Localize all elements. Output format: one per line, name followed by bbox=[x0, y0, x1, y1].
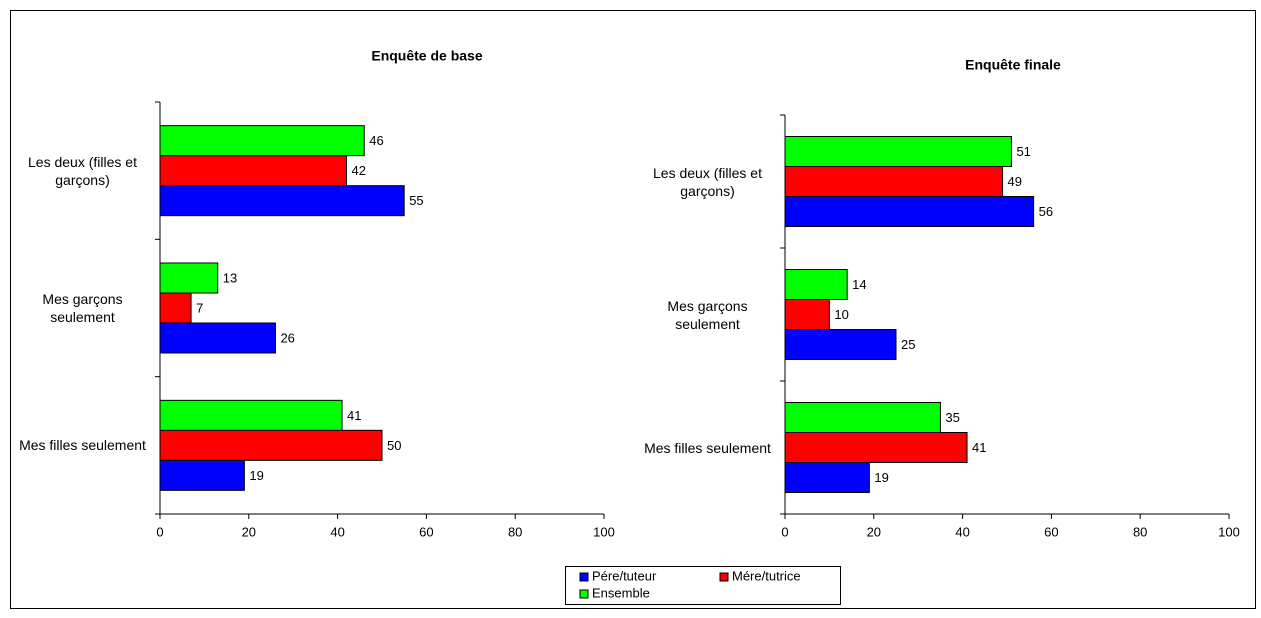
category-label-box: Mes filles seulement bbox=[644, 439, 771, 456]
legend-swatch bbox=[579, 589, 589, 599]
x-tick-label: 100 bbox=[1218, 524, 1240, 539]
x-tick-label: 80 bbox=[1133, 524, 1147, 539]
data-label: 42 bbox=[351, 163, 365, 178]
x-tick-label: 0 bbox=[156, 524, 163, 539]
y-tick-label: Les deux (filles et garçons) bbox=[653, 164, 762, 199]
y-tick-label: Mes garçons seulement bbox=[667, 297, 748, 332]
data-label: 14 bbox=[852, 277, 866, 292]
x-tick-label: 80 bbox=[508, 524, 522, 539]
chart-title: Enquête de base bbox=[371, 48, 482, 64]
data-label: 25 bbox=[901, 337, 915, 352]
bar bbox=[159, 155, 347, 187]
bar bbox=[159, 262, 219, 294]
bar bbox=[159, 185, 405, 217]
data-label: 19 bbox=[249, 468, 263, 483]
data-label: 41 bbox=[347, 408, 361, 423]
data-label: 50 bbox=[387, 438, 401, 453]
category-label-box: Les deux (filles et garçons) bbox=[28, 153, 137, 188]
bar bbox=[159, 399, 343, 431]
data-label: 55 bbox=[409, 193, 423, 208]
x-tick-label: 40 bbox=[330, 524, 344, 539]
legend-label: Ensemble bbox=[592, 585, 650, 600]
x-tick-label: 20 bbox=[867, 524, 881, 539]
legend-label: Pére/tuteur bbox=[592, 568, 657, 583]
bar bbox=[784, 299, 830, 330]
data-label: 26 bbox=[280, 330, 294, 345]
x-tick-label: 0 bbox=[781, 524, 788, 539]
data-label: 56 bbox=[1039, 204, 1053, 219]
x-tick-label: 20 bbox=[242, 524, 256, 539]
bar bbox=[784, 269, 848, 300]
data-label: 41 bbox=[972, 440, 986, 455]
y-tick-label: Mes garçons seulement bbox=[42, 290, 123, 325]
data-label: 19 bbox=[874, 470, 888, 485]
bar bbox=[159, 459, 245, 491]
x-tick-label: 100 bbox=[593, 524, 615, 539]
legend-box bbox=[565, 566, 841, 605]
y-tick-label: Mes filles seulement bbox=[644, 439, 771, 456]
frame bbox=[10, 10, 1256, 609]
legend-swatch bbox=[719, 572, 729, 582]
data-label: 7 bbox=[196, 300, 203, 315]
category-label-box: Mes filles seulement bbox=[19, 437, 146, 454]
bar bbox=[784, 196, 1035, 227]
bar bbox=[784, 402, 941, 433]
data-label: 51 bbox=[1016, 144, 1030, 159]
legend-label: Mére/tutrice bbox=[732, 568, 801, 583]
x-tick-label: 60 bbox=[419, 524, 433, 539]
x-tick-label: 60 bbox=[1044, 524, 1058, 539]
data-label: 13 bbox=[223, 270, 237, 285]
bar bbox=[159, 292, 192, 324]
y-tick-label: Mes filles seulement bbox=[19, 437, 146, 454]
x-tick-label: 40 bbox=[955, 524, 969, 539]
bar bbox=[784, 136, 1012, 167]
bar bbox=[159, 322, 276, 354]
category-label-box: Les deux (filles et garçons) bbox=[653, 164, 762, 199]
bar bbox=[784, 462, 870, 493]
category-label-box: Mes garçons seulement bbox=[42, 290, 123, 325]
bar bbox=[784, 432, 968, 463]
y-tick-label: Les deux (filles et garçons) bbox=[28, 153, 137, 188]
data-label: 49 bbox=[1008, 174, 1022, 189]
bar bbox=[784, 329, 897, 360]
data-label: 10 bbox=[834, 307, 848, 322]
legend-swatch bbox=[579, 572, 589, 582]
category-label-box: Mes garçons seulement bbox=[667, 297, 748, 332]
chart-title: Enquête finale bbox=[965, 57, 1061, 73]
data-label: 35 bbox=[945, 410, 959, 425]
data-label: 46 bbox=[369, 133, 383, 148]
bar bbox=[159, 125, 365, 157]
bar bbox=[784, 166, 1004, 197]
bar bbox=[159, 429, 383, 461]
